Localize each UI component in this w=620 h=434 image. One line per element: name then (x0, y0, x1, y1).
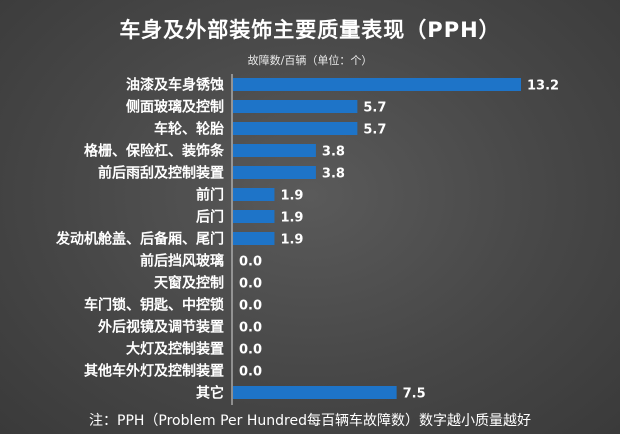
bar (233, 232, 275, 245)
category-label: 车门锁、钥匙、中控锁 (84, 297, 224, 314)
category-label: 大灯及控制装置 (126, 341, 224, 358)
bar (233, 386, 397, 399)
value-label: 1.9 (280, 211, 303, 226)
chart-unit-note: 故障数/百辆（单位：个） (247, 54, 373, 67)
category-label: 后门 (196, 209, 224, 226)
value-label: 3.8 (322, 145, 345, 160)
bar (233, 122, 358, 135)
bar (233, 144, 316, 157)
value-label: 0.0 (239, 321, 262, 336)
category-label: 外后视镜及调节装置 (98, 319, 224, 336)
value-label: 1.9 (280, 233, 303, 248)
category-label: 其它 (196, 385, 224, 402)
category-label: 前后雨刮及控制装置 (98, 165, 224, 182)
chart-title: 车身及外部装饰主要质量表现（PPH） (119, 18, 501, 42)
category-label: 其他车外灯及控制装置 (84, 363, 224, 380)
category-label: 格栅、保险杠、装饰条 (84, 143, 225, 160)
bars-group: 油漆及车身锈蚀 13.2 侧面玻璃及控制 5.7 车轮、轮胎 5.7 格栅、保险杠、装饰条 3… (55, 77, 559, 402)
bar (233, 210, 275, 223)
category-label: 发动机舱盖、后备厢、尾门 (55, 231, 224, 248)
category-label: 车轮、轮胎 (154, 121, 224, 138)
bar (233, 100, 358, 113)
bar (233, 188, 275, 201)
bar (233, 78, 521, 91)
value-label: 0.0 (239, 343, 262, 358)
bar (233, 166, 316, 179)
value-label: 5.7 (363, 101, 386, 116)
value-label: 7.5 (403, 387, 426, 402)
value-label: 1.9 (280, 189, 303, 204)
category-label: 油漆及车身锈蚀 (126, 77, 224, 94)
chart-footnote: 注：PPH（Problem Per Hundred每百辆车故障数）数字越小质量越… (89, 413, 531, 429)
value-label: 0.0 (239, 365, 262, 380)
category-label: 前后挡风玻璃 (140, 253, 224, 270)
category-label: 前门 (196, 187, 224, 204)
value-label: 0.0 (239, 255, 262, 270)
category-label: 天窗及控制 (154, 275, 224, 292)
value-label: 5.7 (363, 123, 386, 138)
value-label: 0.0 (239, 299, 262, 314)
value-label: 13.2 (527, 79, 559, 94)
category-label: 侧面玻璃及控制 (126, 99, 224, 116)
value-label: 3.8 (322, 167, 345, 182)
value-label: 0.0 (239, 277, 262, 292)
